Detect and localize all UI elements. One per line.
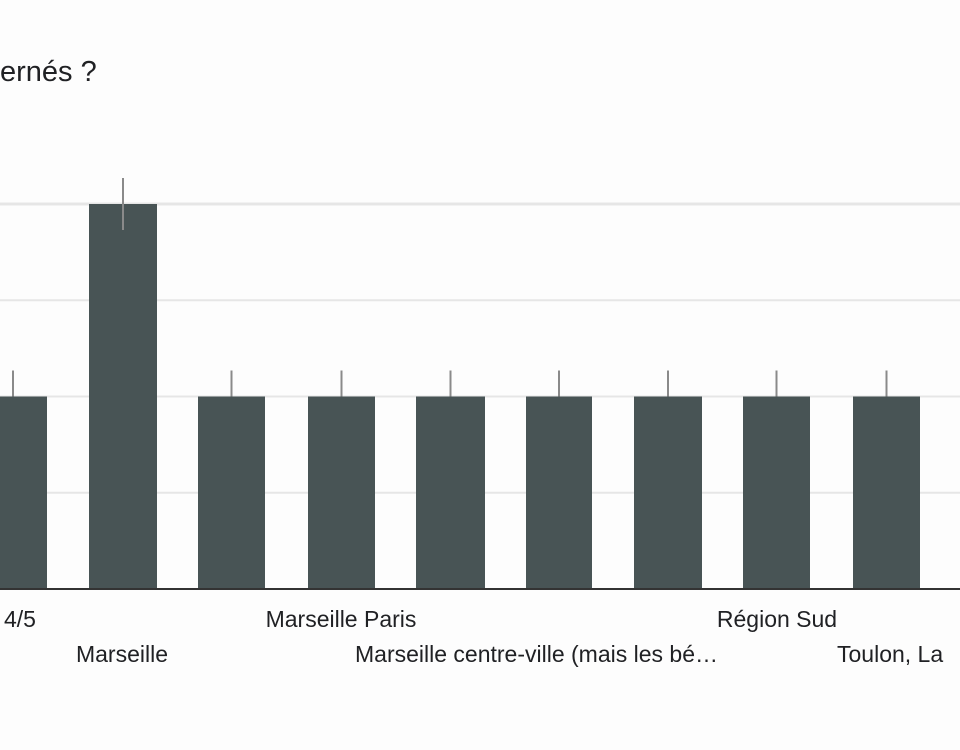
x-tick-label: 4/5 — [4, 606, 36, 632]
bar — [416, 396, 485, 589]
x-tick-label: Toulon, La — [837, 641, 943, 667]
bar — [198, 396, 265, 589]
bar — [743, 396, 810, 589]
x-tick-label: Marseille centre-ville (mais les bé… — [355, 641, 718, 667]
bar — [89, 204, 157, 589]
bar — [0, 396, 47, 589]
bar — [853, 396, 920, 589]
bar — [634, 396, 702, 589]
x-tick-label: Région Sud — [717, 606, 837, 632]
x-tick-label: Marseille Paris — [266, 606, 417, 632]
x-tick-label: Marseille — [76, 641, 168, 667]
bar — [308, 396, 375, 589]
bar — [526, 396, 592, 589]
chart-title: ernés ? — [0, 56, 97, 88]
